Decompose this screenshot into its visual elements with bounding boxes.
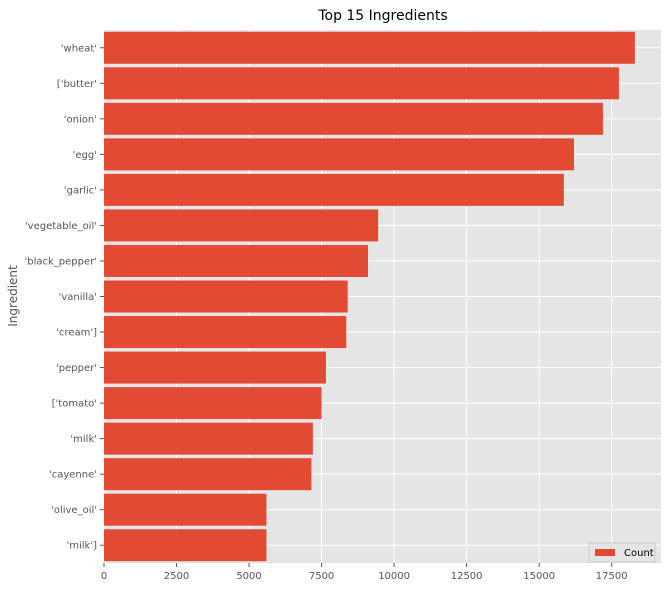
bar (104, 529, 267, 562)
y-tick-labels: 'wheat' ['butter' 'onion' 'egg' 'garlic' 'veg… (25, 43, 104, 552)
x-tick-label: 12500 (451, 571, 483, 582)
y-tick-label: 'milk' (70, 434, 97, 445)
bar (104, 209, 379, 242)
y-tick-label: 'vanilla' (59, 292, 97, 303)
chart-title: Top 15 Ingredients (317, 8, 447, 24)
legend-swatch (595, 549, 615, 556)
legend-label: Count (624, 548, 654, 559)
x-tick-label: 0 (101, 571, 107, 582)
bar (104, 280, 348, 313)
bar (104, 173, 564, 206)
x-tick-labels: 0 2500 5000 7500 10000 12500 15000 17500 (101, 563, 628, 582)
y-tick-label: 'egg' (73, 150, 97, 161)
bar (104, 31, 635, 64)
bar (104, 316, 347, 349)
bar (104, 351, 326, 384)
y-tick-label: ['butter' (57, 79, 97, 90)
y-axis-label: Ingredient (6, 265, 20, 327)
bar (104, 67, 619, 100)
bar (104, 102, 603, 135)
y-tick-label: 'milk'] (67, 541, 98, 552)
x-tick-label: 7500 (309, 571, 334, 582)
y-tick-label: 'garlic' (64, 185, 97, 196)
y-tick-label: 'cayenne' (49, 470, 97, 481)
bar (104, 422, 313, 455)
x-tick-label: 17500 (596, 571, 628, 582)
y-tick-label: 'vegetable_oil' (25, 221, 97, 232)
bars (104, 31, 635, 562)
y-tick-label: 'wheat' (61, 43, 97, 54)
y-tick-label: 'cream'] (56, 328, 97, 339)
bar (104, 244, 368, 277)
x-tick-label: 10000 (378, 571, 410, 582)
bar (104, 138, 574, 171)
bar (104, 387, 322, 420)
y-tick-label: 'olive_oil' (51, 505, 97, 516)
legend: Count (588, 542, 656, 563)
x-tick-label: 15000 (523, 571, 555, 582)
y-tick-label: 'pepper' (56, 363, 97, 374)
y-tick-label: ['tomato' (52, 399, 97, 410)
bar (104, 493, 267, 526)
x-tick-label: 5000 (236, 571, 261, 582)
y-tick-label: 'black_pepper' (25, 256, 98, 267)
bar (104, 458, 312, 491)
x-tick-label: 2500 (164, 571, 189, 582)
legend-box (588, 542, 656, 563)
y-tick-label: 'onion' (64, 114, 97, 125)
